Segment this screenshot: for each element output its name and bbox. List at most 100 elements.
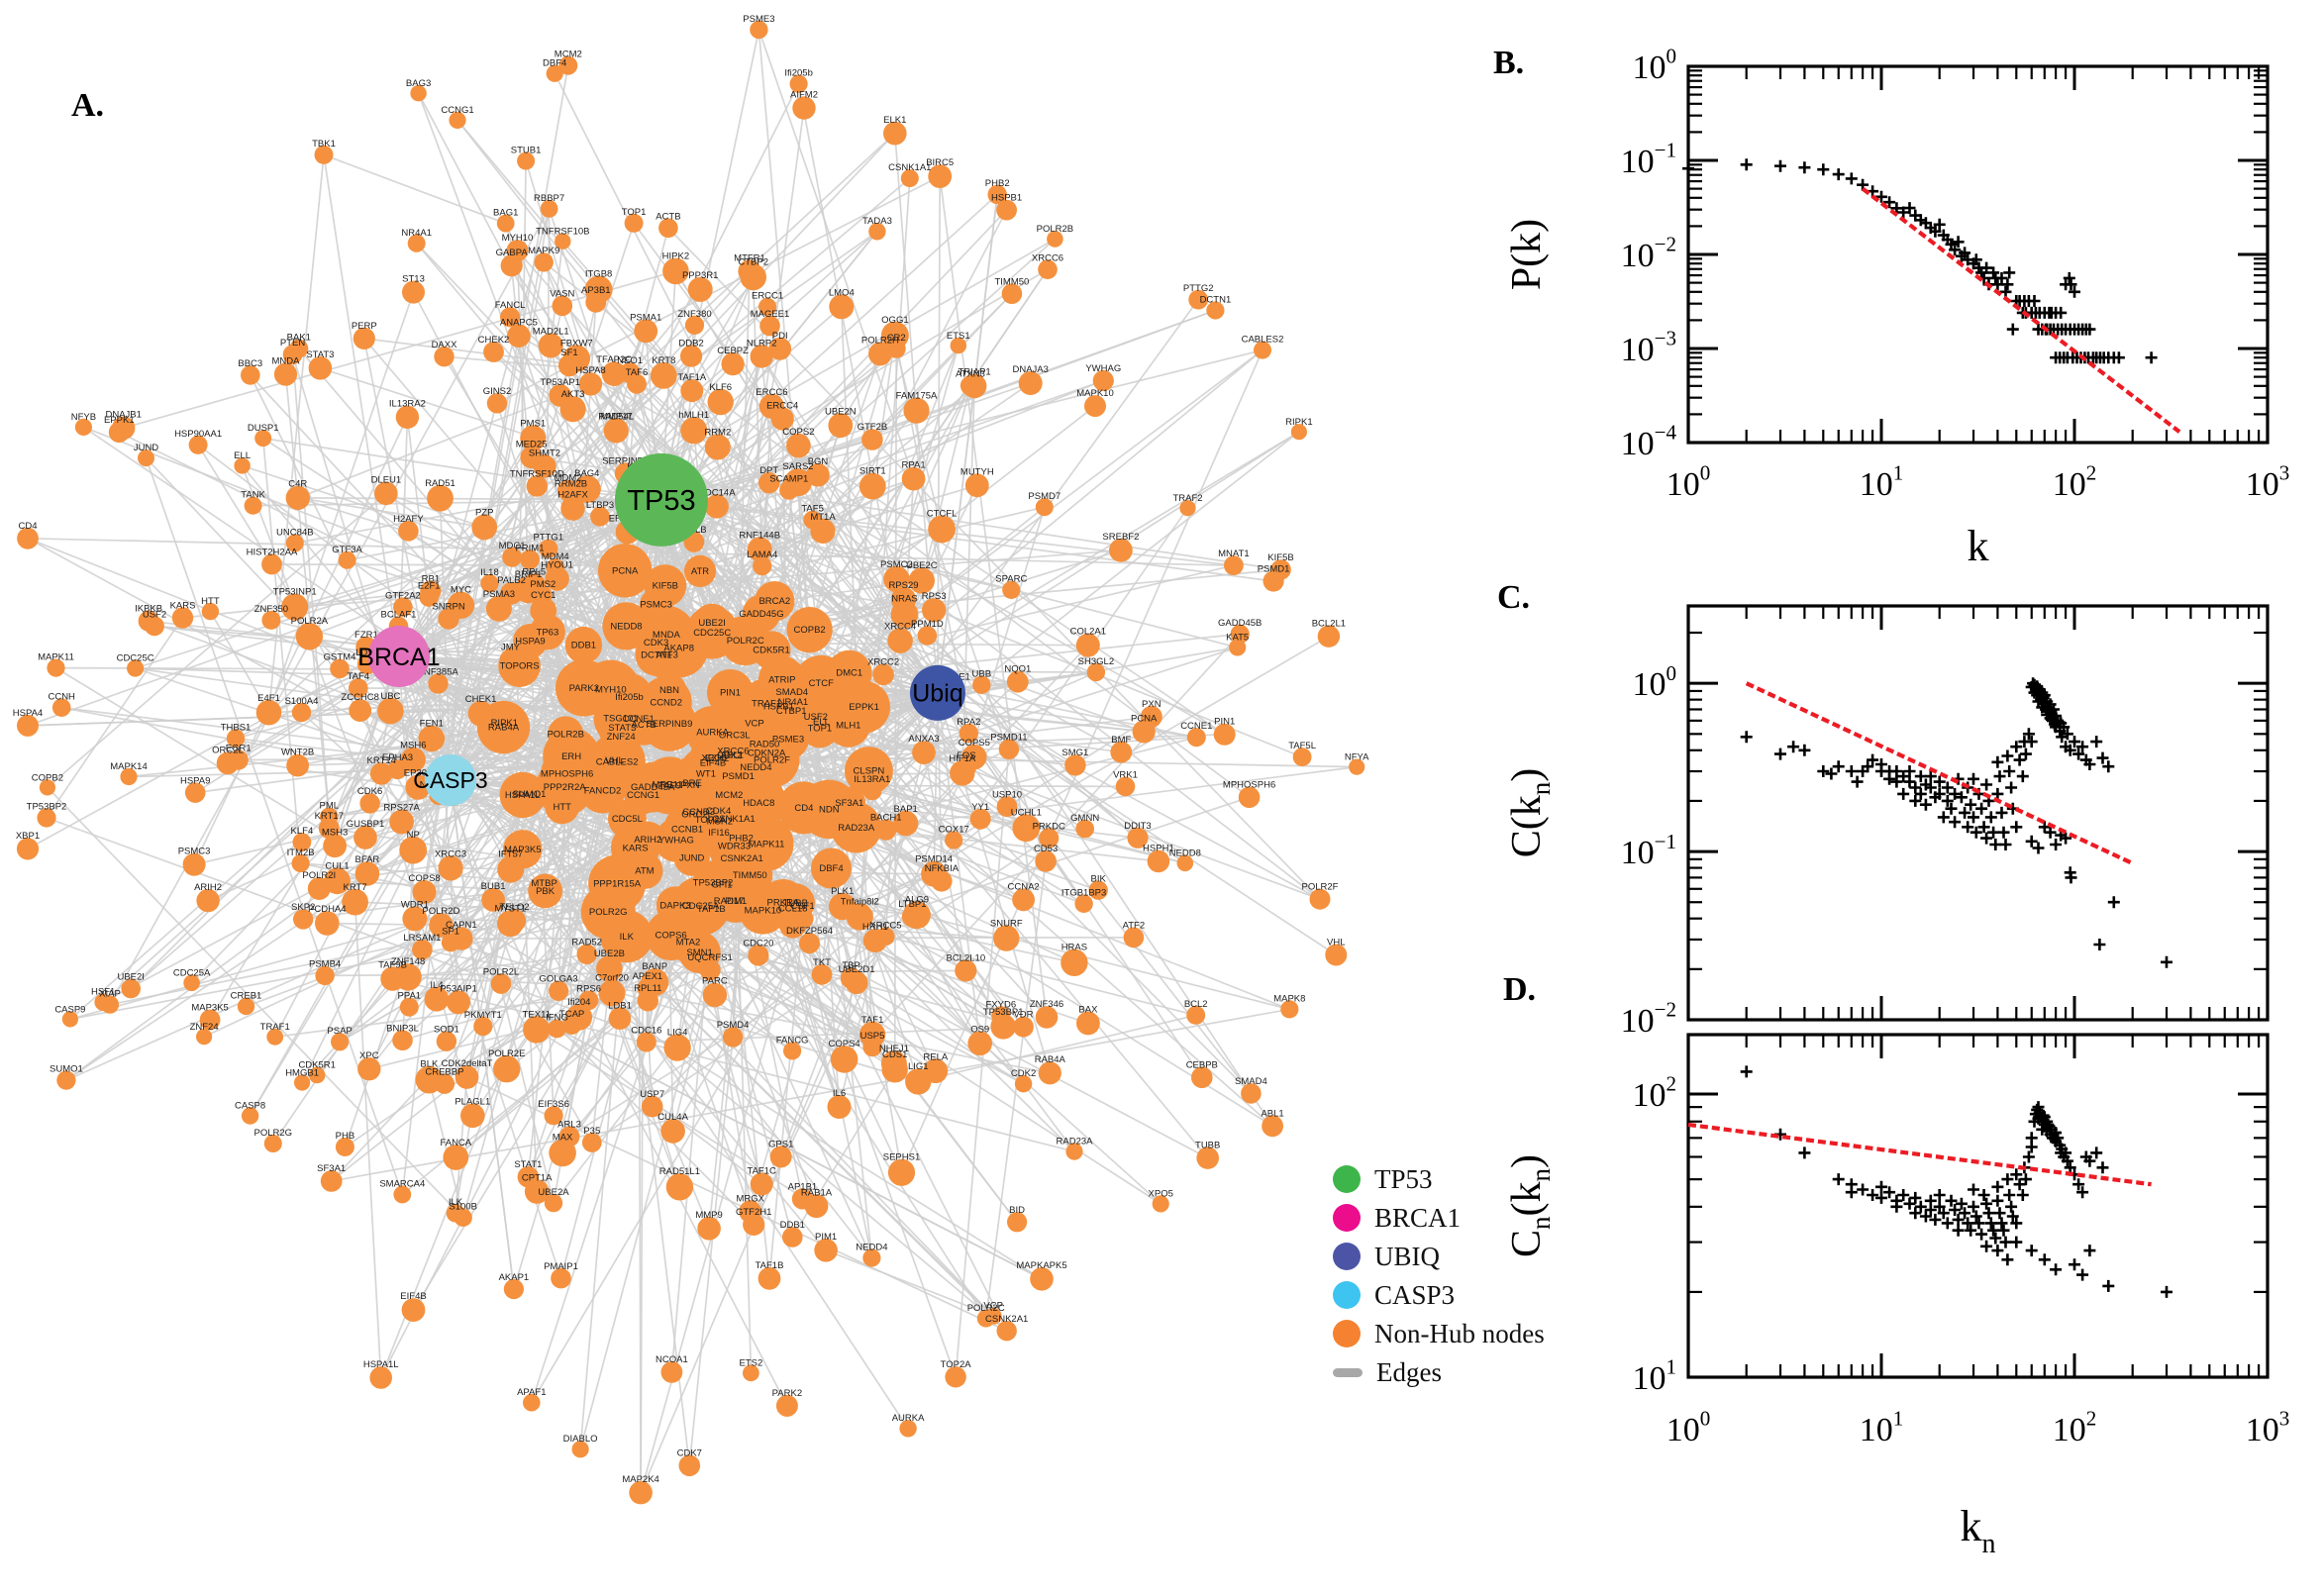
network-node — [923, 1058, 949, 1084]
network-node-label: TP53AP1 — [540, 377, 580, 388]
network-node — [241, 1107, 259, 1125]
network-node-label: FANCG — [776, 1035, 809, 1046]
network-node-label: MAPK10 — [745, 905, 782, 916]
network-node — [1109, 538, 1133, 562]
network-node — [1186, 1005, 1206, 1025]
network-node-label: CDK5R1 — [298, 1060, 336, 1071]
network-node-label: TAF1B — [756, 1260, 784, 1271]
legend-label: BRCA1 — [1374, 1202, 1462, 1233]
network-node-label: BUB1 — [481, 881, 506, 892]
network-node-label: TAF9B — [378, 959, 407, 970]
network-node-label: WT1 — [696, 769, 716, 780]
network-node-label: SNURF — [990, 918, 1023, 929]
network-node — [127, 659, 145, 677]
network-node — [47, 658, 65, 677]
network-labels-layer: CCNE1 CDK2 PCNA NEDD8 KARS SF3A1 KIF5B XRCC6 DDB… — [13, 14, 1369, 1485]
network-node-label: ORC2L — [681, 809, 713, 820]
network-node-label: XBP1 — [16, 831, 40, 842]
network-node — [17, 714, 39, 737]
network-node — [564, 626, 603, 664]
network-node-label: AP3B1 — [581, 285, 611, 296]
network-node-label: ST13 — [402, 274, 425, 285]
network-node — [721, 352, 745, 376]
network-node-label: ITGB1BP3 — [1061, 888, 1106, 899]
network-node — [487, 706, 521, 740]
network-node — [429, 913, 454, 938]
network-node-label: ZNF385A — [418, 666, 458, 677]
network-node-label: PSMD1 — [1258, 563, 1290, 574]
network-node-label: MAPK8 — [1273, 993, 1305, 1004]
network-node-label: UBB — [972, 669, 992, 680]
axis-tick-label: 10−3 — [1621, 327, 1676, 368]
network-node-label: PARK2 — [772, 1388, 802, 1399]
network-node — [883, 121, 907, 146]
network-node-label: PARK2 — [569, 683, 599, 694]
network-node-label: COX17 — [939, 825, 969, 836]
network-node-label: PSME3 — [772, 734, 804, 745]
network-node-label: GADD45A — [631, 782, 675, 793]
axis-tick-label: 102 — [2053, 461, 2097, 503]
network-node — [1002, 580, 1021, 600]
network-node-label: DDB2 — [678, 339, 703, 349]
edge-dash-icon — [1333, 1367, 1363, 1377]
network-node-label: TP63 — [537, 627, 559, 638]
network-node-label: GMNN — [1070, 813, 1099, 824]
network-node — [1325, 944, 1348, 966]
network-node-label: CD53 — [1034, 844, 1058, 854]
network-node-label: ELK1 — [883, 115, 906, 126]
network-node — [315, 965, 335, 986]
network-node-label: TOPORS — [500, 661, 540, 672]
network-node-label: GINS2 — [483, 386, 512, 397]
network-node — [294, 1074, 311, 1091]
network-node-label: MCM2 — [715, 790, 743, 801]
network-node — [683, 554, 717, 588]
network-node-label: LTBP1 — [898, 899, 926, 910]
network-node-label: KARS — [170, 600, 196, 611]
axis-tick-label: 102 — [1632, 1072, 1676, 1114]
network-node — [454, 1065, 479, 1089]
network-node-label: PLK1 — [831, 886, 854, 897]
network-node — [549, 980, 569, 1001]
network-node-label: NR4A1 — [778, 697, 809, 708]
network-node-label: PSMD7 — [1028, 491, 1060, 502]
network-node-label: PHB2 — [985, 178, 1010, 189]
network-node-label: VHL — [605, 755, 623, 766]
network-node-label: CDC25A — [682, 901, 720, 912]
network-node-label: RAD52 — [571, 938, 602, 948]
network-node-label: BAG3 — [406, 78, 431, 89]
network-node-label: PRIM1 — [515, 543, 544, 553]
network-node — [704, 434, 731, 460]
network-node — [799, 779, 859, 840]
network-node-label: RPA1 — [902, 460, 926, 471]
network-node-label: NFYA — [1345, 752, 1369, 763]
network-node — [1290, 424, 1307, 441]
network-node-label: COPS8 — [408, 873, 440, 884]
tp53-dot-icon — [1333, 1165, 1361, 1193]
network-node — [603, 418, 629, 444]
network-node — [289, 339, 309, 358]
network-node-label: MUTYH — [960, 466, 994, 477]
network-node-label: KRT7 — [344, 882, 367, 893]
network-node-label: MSH6 — [400, 741, 426, 751]
network-node — [1084, 395, 1106, 418]
network-node-label: EPPK1 — [104, 415, 135, 426]
network-node-label: HSPA1L — [363, 1359, 399, 1370]
network-node-label: E2F1 — [418, 581, 441, 592]
network-node-label: AP1B1 — [788, 1181, 818, 1192]
network-node-label: LRSAM1 — [403, 933, 441, 944]
legend-item-ubiq: UBIQ — [1333, 1242, 1545, 1271]
network-node-label: PRKDC — [1033, 821, 1065, 832]
network-node — [293, 909, 314, 930]
network-node-label: NBN — [659, 685, 679, 696]
network-node-label: DLEU1 — [371, 475, 402, 486]
network-node — [1012, 814, 1041, 843]
network-node — [571, 1441, 589, 1458]
network-node — [699, 959, 721, 981]
legend-item-tp53: TP53 — [1333, 1164, 1545, 1194]
axis-tick-label: 102 — [2053, 1407, 2097, 1448]
network-node-label: PERP — [352, 321, 377, 332]
network-node-label: POLR2D — [422, 906, 459, 917]
network-node-label: CR2 — [887, 333, 906, 344]
network-node — [680, 379, 704, 403]
network-node-label: ITGB8 — [585, 269, 612, 280]
